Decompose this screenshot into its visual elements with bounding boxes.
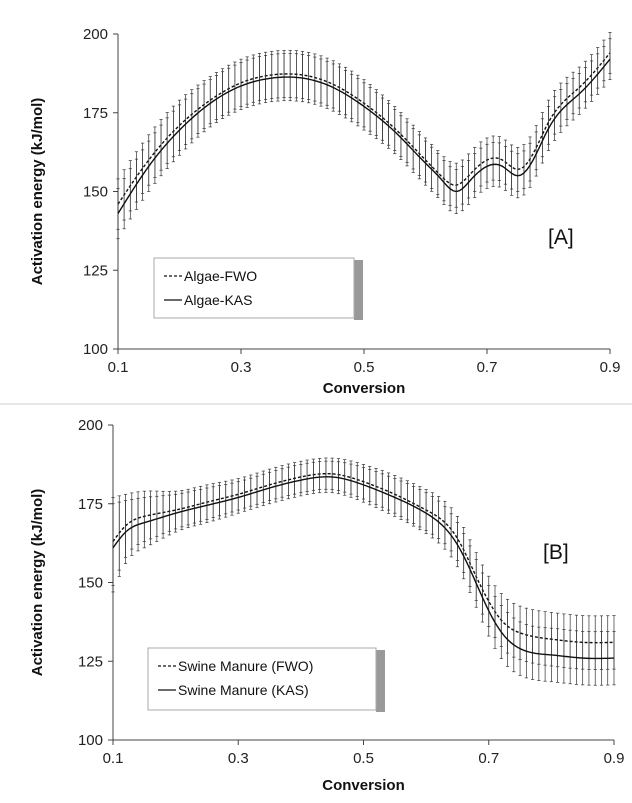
chart-panel-a: 100 125 150 175 200 0.1 0.3 0.5 0.7 0.9 Conversion… xyxy=(29,26,620,397)
series-line xyxy=(117,58,611,214)
x-axis-title: Conversion xyxy=(322,777,405,794)
x-tick-label: 0.5 xyxy=(353,750,374,767)
panel-label: [B] xyxy=(543,541,569,564)
legend-entry-label: Algae-KAS xyxy=(184,292,252,308)
legend-shadow xyxy=(354,260,363,320)
y-tick-label: 125 xyxy=(83,262,108,279)
y-tick-label: 200 xyxy=(78,417,103,434)
x-tick-label: 0.3 xyxy=(231,359,252,376)
x-tick-label: 0.1 xyxy=(108,359,129,376)
series-algae-fwo xyxy=(116,32,612,230)
legend: Swine Manure (FWO) Swine Manure (KAS) xyxy=(147,647,385,712)
chart-panel-b: 100 125 150 175 200 0.1 0.3 0.5 0.7 0.9 Conversion… xyxy=(29,417,624,794)
legend-box xyxy=(153,257,355,319)
y-tick-label: 150 xyxy=(83,184,108,201)
series-algae-kas xyxy=(116,38,612,240)
legend-entry-label: Swine Manure (KAS) xyxy=(178,682,309,698)
y-tick-label: 175 xyxy=(83,105,108,122)
series-line xyxy=(112,476,615,660)
x-tick-label: 0.9 xyxy=(604,750,625,767)
y-tick-label: 100 xyxy=(78,732,103,749)
x-tick-label: 0.9 xyxy=(600,359,621,376)
legend-box xyxy=(147,647,377,711)
panel-label: [A] xyxy=(548,226,574,249)
x-tick-label: 0.7 xyxy=(477,359,498,376)
y-tick-label: 175 xyxy=(78,496,103,513)
series-swine-manure-kas xyxy=(111,460,616,686)
x-tick-label: 0.7 xyxy=(478,750,499,767)
x-axis-title: Conversion xyxy=(323,380,406,397)
y-axis-title: Activation energy (kJ/mol) xyxy=(29,98,46,286)
x-tick-label: 0.5 xyxy=(354,359,375,376)
legend: Algae-FWO Algae-KAS xyxy=(153,257,363,320)
y-tick-label: 150 xyxy=(78,575,103,592)
x-tick-label: 0.1 xyxy=(103,750,124,767)
legend-shadow xyxy=(376,650,385,712)
y-tick-label: 125 xyxy=(78,653,103,670)
x-tick-label: 0.3 xyxy=(228,750,249,767)
y-tick-label: 200 xyxy=(83,26,108,43)
legend-entry-label: Swine Manure (FWO) xyxy=(178,658,313,674)
y-axis-title: Activation energy (kJ/mol) xyxy=(29,489,46,677)
legend-entry-label: Algae-FWO xyxy=(184,268,257,284)
y-tick-label: 100 xyxy=(83,341,108,358)
